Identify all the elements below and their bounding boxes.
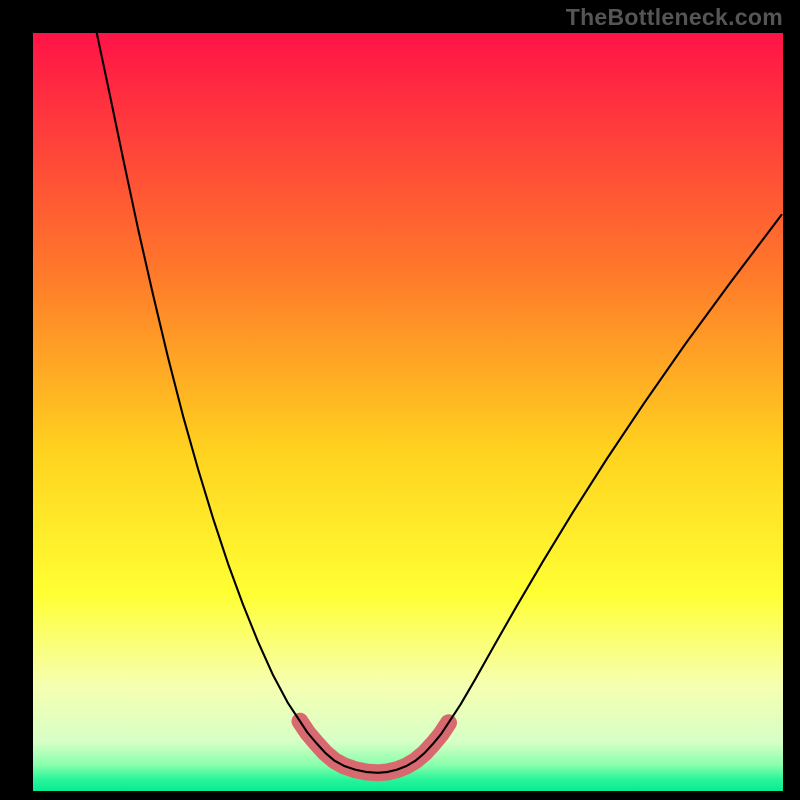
plot-svg <box>33 33 783 791</box>
gradient-bg <box>33 33 783 791</box>
plot-area <box>33 33 783 791</box>
watermark-text: TheBottleneck.com <box>566 4 783 31</box>
